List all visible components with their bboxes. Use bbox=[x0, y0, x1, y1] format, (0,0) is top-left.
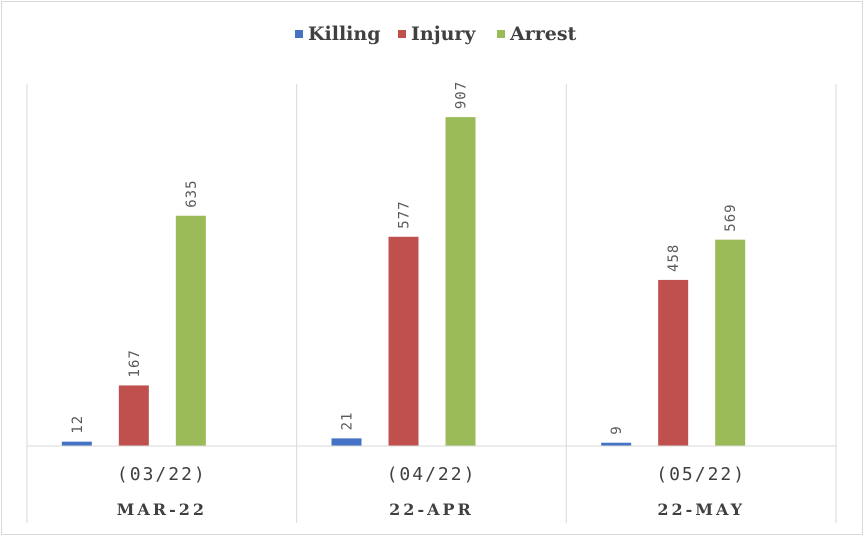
data-label-killing-3: 9 bbox=[609, 425, 625, 434]
bar-injury-2 bbox=[388, 236, 419, 446]
legend-label-killing: Killing bbox=[308, 23, 380, 45]
data-label-injury-2: 577 bbox=[397, 200, 413, 228]
category-label-top-3: (05/22) bbox=[656, 464, 746, 485]
data-labels: 12 167 635 21 577 907 9 458 569 bbox=[70, 81, 739, 435]
data-label-killing-1: 12 bbox=[70, 415, 86, 434]
data-label-injury-3: 458 bbox=[666, 244, 682, 272]
bar-injury-3 bbox=[658, 279, 689, 446]
category-label-top-1: (03/22) bbox=[117, 464, 207, 485]
data-label-arrest-3: 569 bbox=[723, 203, 739, 231]
legend-label-injury: Injury bbox=[411, 23, 476, 45]
data-label-killing-2: 21 bbox=[340, 412, 356, 431]
category-label-top-2: (04/22) bbox=[387, 464, 477, 485]
legend-swatch-injury bbox=[398, 30, 406, 38]
bar-killing-3 bbox=[601, 442, 632, 446]
legend-swatch-killing bbox=[295, 30, 303, 38]
bar-killing-2 bbox=[331, 438, 362, 446]
category-label-bottom-3: 22-MAY bbox=[657, 500, 745, 519]
data-label-arrest-2: 907 bbox=[454, 81, 470, 109]
data-label-arrest-1: 635 bbox=[184, 179, 200, 207]
legend-label-arrest: Arrest bbox=[509, 23, 577, 45]
bar-arrest-2 bbox=[445, 117, 476, 447]
bar-injury-1 bbox=[118, 385, 149, 446]
legend: Killing Injury Arrest bbox=[295, 23, 577, 45]
bar-arrest-3 bbox=[715, 239, 746, 446]
category-label-bottom-2: 22-APR bbox=[389, 500, 474, 519]
legend-swatch-arrest bbox=[497, 30, 505, 38]
category-label-bottom-1: MAR-22 bbox=[117, 500, 207, 519]
data-label-injury-1: 167 bbox=[127, 349, 143, 377]
bar-arrest-1 bbox=[175, 215, 206, 446]
bar-killing-1 bbox=[61, 441, 92, 446]
category-separators bbox=[26, 84, 837, 523]
category-labels: (03/22) MAR-22 (04/22) 22-APR (05/22) 22-MAY bbox=[117, 464, 746, 519]
bars bbox=[61, 117, 746, 447]
